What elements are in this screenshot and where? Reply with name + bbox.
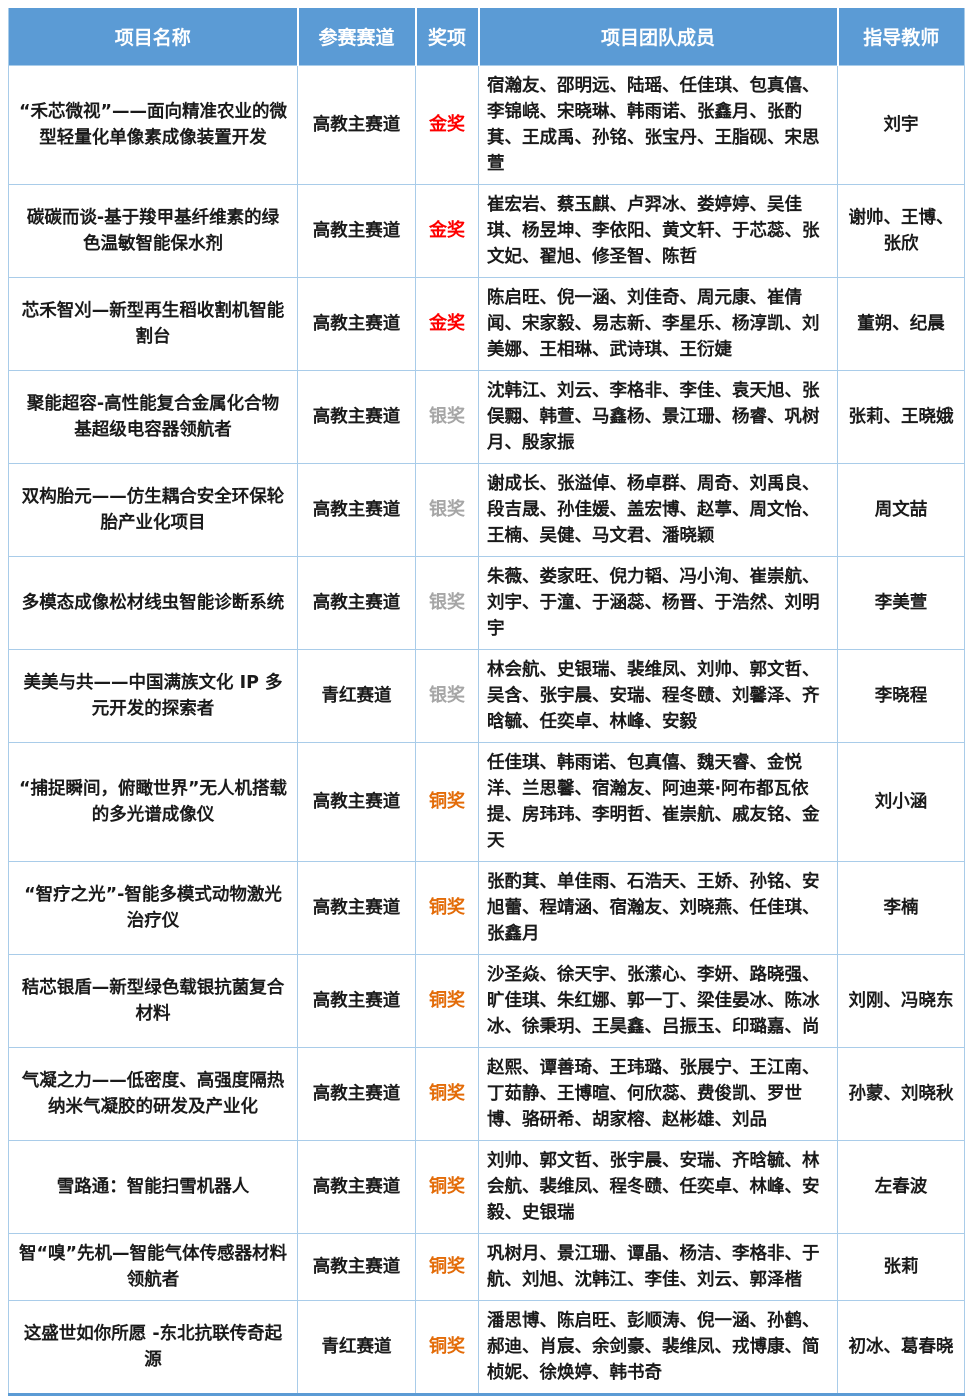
column-header-project-name: 项目名称 [8,8,299,66]
table-row: 气凝之力——低密度、高强度隔热纳米气凝胶的研发及产业化 高教主赛道 铜奖 赵熙、… [8,1047,965,1141]
members-text-clipped: 沙圣焱、徐天宇、张潆心、李妍、路晓强、旷佳琪、朱红娜、郭一丁、梁佳晏冰、陈冰冰、… [487,965,820,1037]
advisors-cell: 李美萱 [837,556,965,650]
award-cell: 银奖 [415,649,479,743]
table-row: 多模态成像松材线虫智能诊断系统 高教主赛道 银奖 朱薇、娄家旺、倪力韬、冯小洵、… [8,556,965,650]
members-cell: 沈韩江、刘云、李格非、李佳、袁天旭、张俣翲、韩萱、马鑫杨、景江珊、杨睿、巩树月、… [478,370,838,464]
project-name-cell: 芯禾智刈—新型再生稻收割机智能割台 [8,277,298,371]
project-name-cell: “捕捉瞬间，俯瞰世界”无人机搭载的多光谱成像仪 [8,742,298,862]
advisors-cell: 李楠 [837,861,965,955]
project-name-cell: 雪路通：智能扫雪机器人 [8,1140,298,1234]
column-header-award: 奖项 [415,8,480,66]
members-cell: 张酌萁、单佳雨、石浩天、王娇、孙铭、安旭蕾、程靖涵、宿瀚友、刘晓燕、任佳琪、张鑫… [478,861,838,955]
award-cell: 铜奖 [415,1300,479,1395]
table-row: 雪路通：智能扫雪机器人 高教主赛道 铜奖 刘帅、郭文哲、张宇晨、安瑞、齐晗毓、林… [8,1140,965,1234]
award-cell: 金奖 [415,184,479,278]
track-cell: 高教主赛道 [297,861,416,955]
table-row: 双构胎元——仿生耦合安全环保轮胎产业化项目 高教主赛道 银奖 谢成长、张溢倬、杨… [8,463,965,557]
advisors-cell: 刘刚、冯晓东 [837,954,965,1048]
advisors-cell: 董朔、纪晨 [837,277,965,371]
members-cell: 朱薇、娄家旺、倪力韬、冯小洵、崔崇航、刘宇、于潼、于涵蕊、杨晋、于浩然、刘明宇 [478,556,838,650]
members-cell: 赵熙、谭善琦、王玮璐、张展宁、王江南、丁茹静、王博暄、何欣蕊、费俊凯、罗世博、骆… [478,1047,838,1141]
members-cell: 崔宏岩、蔡玉麒、卢羿冰、娄婷婷、吴佳琪、杨昱坤、李依阳、黄文轩、于芯蕊、张文妃、… [478,184,838,278]
track-cell: 高教主赛道 [297,954,416,1048]
award-cell: 铜奖 [415,861,479,955]
track-cell: 青红赛道 [297,1300,416,1395]
header-row: 项目名称 参赛赛道 奖项 项目团队成员 指导教师 [8,8,965,66]
advisors-cell: 刘小涵 [837,742,965,862]
table-row: 这盛世如你所愿 -东北抗联传奇起源 青红赛道 铜奖 潘思博、陈启旺、彭顺涛、倪一… [8,1300,965,1395]
track-cell: 高教主赛道 [297,1047,416,1141]
table-row: 芯禾智刈—新型再生稻收割机智能割台 高教主赛道 金奖 陈启旺、倪一涵、刘佳奇、周… [8,277,965,371]
advisors-cell: 初冰、葛春晓 [837,1300,965,1395]
members-cell: 陈启旺、倪一涵、刘佳奇、周元康、崔倩闻、宋家毅、易志新、李星乐、杨淳凯、刘美娜、… [478,277,838,371]
project-name-cell: 多模态成像松材线虫智能诊断系统 [8,556,298,650]
award-cell: 金奖 [415,277,479,371]
members-cell: 宿瀚友、邵明远、陆瑶、任佳琪、包真僖、李锦峣、宋晓琳、韩雨诺、张鑫月、张酌萁、王… [478,65,838,185]
award-cell: 银奖 [415,463,479,557]
award-cell: 铜奖 [415,954,479,1048]
project-name-cell: 美美与共——中国满族文化 IP 多元开发的探索者 [8,649,298,743]
track-cell: 高教主赛道 [297,370,416,464]
project-name-cell: 碳碳而谈-基于羧甲基纤维素的绿色温敏智能保水剂 [8,184,298,278]
project-name-cell: 气凝之力——低密度、高强度隔热纳米气凝胶的研发及产业化 [8,1047,298,1141]
column-header-track: 参赛赛道 [297,8,417,66]
project-name-cell: 秸芯银盾—新型绿色载银抗菌复合材料 [8,954,298,1048]
advisors-cell: 谢帅、王博、张欣 [837,184,965,278]
award-cell: 铜奖 [415,1047,479,1141]
advisors-cell: 周文喆 [837,463,965,557]
award-cell: 铜奖 [415,1140,479,1234]
track-cell: 高教主赛道 [297,184,416,278]
table-row: 智“嗅”先机—智能气体传感器材料领航者 高教主赛道 铜奖 巩树月、景江珊、谭晶、… [8,1233,965,1301]
members-cell: 林会航、史银瑞、裴维凤、刘帅、郭文哲、吴含、张宇晨、安瑞、程冬赜、刘馨泽、齐晗毓… [478,649,838,743]
members-cell: 巩树月、景江珊、谭晶、杨洁、李格非、于航、刘旭、沈韩江、李佳、刘云、郭泽楷 [478,1233,838,1301]
project-name-cell: 聚能超容-高性能复合金属化合物基超级电容器领航者 [8,370,298,464]
advisors-cell: 左春波 [837,1140,965,1234]
advisors-cell: 刘宇 [837,65,965,185]
award-cell: 铜奖 [415,742,479,862]
table-row: “捕捉瞬间，俯瞰世界”无人机搭载的多光谱成像仪 高教主赛道 铜奖 任佳琪、韩雨诺… [8,742,965,862]
track-cell: 青红赛道 [297,649,416,743]
awards-table: 项目名称 参赛赛道 奖项 项目团队成员 指导教师 “禾芯微视”——面向精准农业的… [8,8,965,1396]
project-name-cell: 双构胎元——仿生耦合安全环保轮胎产业化项目 [8,463,298,557]
members-cell: 刘帅、郭文哲、张宇晨、安瑞、齐晗毓、林会航、裴维凤、程冬赜、任奕卓、林峰、安毅、… [478,1140,838,1234]
project-name-cell: “智疗之光”-智能多模式动物激光治疗仪 [8,861,298,955]
track-cell: 高教主赛道 [297,1140,416,1234]
project-name-cell: “禾芯微视”——面向精准农业的微型轻量化单像素成像装置开发 [8,65,298,185]
project-name-cell: 智“嗅”先机—智能气体传感器材料领航者 [8,1233,298,1301]
advisors-cell: 孙蒙、刘晓秋 [837,1047,965,1141]
table-row: 美美与共——中国满族文化 IP 多元开发的探索者 青红赛道 银奖 林会航、史银瑞… [8,649,965,743]
track-cell: 高教主赛道 [297,65,416,185]
table-row: “禾芯微视”——面向精准农业的微型轻量化单像素成像装置开发 高教主赛道 金奖 宿… [8,65,965,185]
table-row: 秸芯银盾—新型绿色载银抗菌复合材料 高教主赛道 铜奖 沙圣焱、徐天宇、张潆心、李… [8,954,965,1048]
award-cell: 银奖 [415,556,479,650]
track-cell: 高教主赛道 [297,742,416,862]
table-row: 碳碳而谈-基于羧甲基纤维素的绿色温敏智能保水剂 高教主赛道 金奖 崔宏岩、蔡玉麒… [8,184,965,278]
column-header-members: 项目团队成员 [478,8,839,66]
track-cell: 高教主赛道 [297,556,416,650]
award-cell: 铜奖 [415,1233,479,1301]
column-header-advisors: 指导教师 [837,8,965,66]
table-row: 聚能超容-高性能复合金属化合物基超级电容器领航者 高教主赛道 银奖 沈韩江、刘云… [8,370,965,464]
track-cell: 高教主赛道 [297,277,416,371]
advisors-cell: 李晓程 [837,649,965,743]
members-cell: 沙圣焱、徐天宇、张潆心、李妍、路晓强、旷佳琪、朱红娜、郭一丁、梁佳晏冰、陈冰冰、… [478,954,838,1048]
members-cell: 谢成长、张溢倬、杨卓群、周奇、刘禹良、段吉晟、孙佳媛、盖宏博、赵葶、周文怡、王楠… [478,463,838,557]
members-cell: 任佳琪、韩雨诺、包真僖、魏天睿、金悦洋、兰思馨、宿瀚友、阿迪莱·阿布都瓦依提、房… [478,742,838,862]
advisors-cell: 张莉、王晓娥 [837,370,965,464]
track-cell: 高教主赛道 [297,1233,416,1301]
project-name-cell: 这盛世如你所愿 -东北抗联传奇起源 [8,1300,298,1395]
award-cell: 银奖 [415,370,479,464]
members-cell: 潘思博、陈启旺、彭顺涛、倪一涵、孙鹤、郝迪、肖宸、余剑豪、裴维凤、戎博康、简桢妮… [478,1300,838,1395]
table-row: “智疗之光”-智能多模式动物激光治疗仪 高教主赛道 铜奖 张酌萁、单佳雨、石浩天… [8,861,965,955]
advisors-cell: 张莉 [837,1233,965,1301]
track-cell: 高教主赛道 [297,463,416,557]
award-cell: 金奖 [415,65,479,185]
